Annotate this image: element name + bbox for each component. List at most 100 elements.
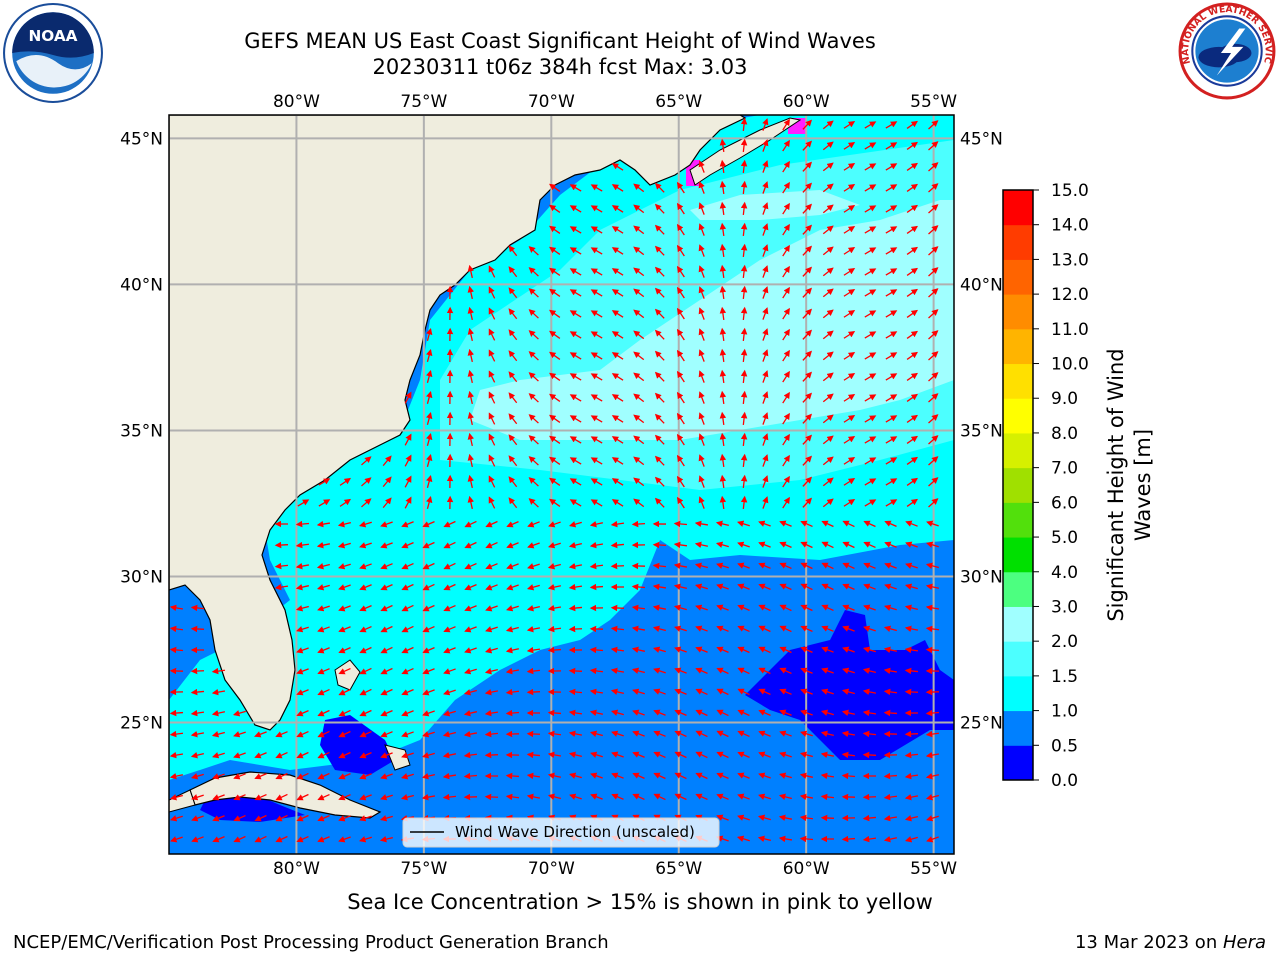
wave-direction-arrow (528, 393, 539, 403)
wave-direction-arrow (547, 751, 562, 759)
wave-direction-arrow (782, 244, 790, 257)
colorbar-tick-label: 6.0 (1051, 493, 1078, 513)
wave-direction-arrow (508, 287, 518, 299)
colorbar-segment (1003, 467, 1033, 503)
wave-direction-arrow (549, 393, 561, 402)
wave-direction-arrow (843, 142, 856, 150)
wave-direction-arrow (568, 688, 583, 696)
wave-direction-arrow (673, 562, 688, 570)
wave-direction-arrow (762, 160, 769, 173)
wave-direction-arrow (800, 688, 813, 695)
wave-direction-arrow (527, 521, 540, 528)
wave-direction-arrow (338, 688, 351, 696)
wave-direction-arrow (316, 541, 331, 549)
wave-direction-arrow (317, 688, 330, 696)
wave-direction-arrow (191, 794, 204, 801)
wave-direction-arrow (822, 351, 834, 361)
wave-direction-arrow (652, 604, 667, 612)
wave-direction-arrow (782, 328, 790, 341)
wave-direction-arrow (295, 605, 309, 612)
wave-direction-arrow (506, 521, 519, 528)
wave-direction-arrow (467, 495, 474, 509)
wave-direction-arrow (549, 351, 561, 360)
wave-direction-arrow (904, 583, 918, 590)
wave-direction-arrow (338, 751, 351, 759)
wave-direction-arrow (928, 393, 939, 403)
colorbar-segment (1003, 606, 1033, 642)
wave-direction-arrow (422, 689, 435, 696)
wave-direction-arrow (467, 369, 474, 383)
wave-direction-arrow (547, 583, 562, 591)
wave-direction-arrow (782, 496, 790, 509)
wave-direction-arrow (359, 625, 372, 633)
colorbar-tick-label: 3.0 (1051, 597, 1078, 617)
wave-direction-arrow (611, 499, 624, 507)
wave-direction-arrow (233, 752, 246, 759)
wave-direction-arrow (904, 793, 919, 801)
wave-direction-arrow (654, 413, 665, 424)
colorbar (1002, 189, 1034, 781)
wave-direction-arrow (610, 688, 624, 695)
wave-direction-arrow (737, 793, 750, 800)
wave-direction-arrow (464, 647, 477, 654)
wave-direction-arrow (422, 668, 435, 675)
wave-direction-arrow (779, 562, 792, 570)
wave-direction-arrow (547, 563, 561, 570)
wave-direction-arrow (740, 222, 748, 237)
wave-direction-arrow (676, 433, 685, 446)
wave-direction-arrow (926, 815, 939, 822)
wave-direction-arrow (928, 267, 939, 277)
wave-direction-arrow (821, 688, 834, 695)
wave-direction-arrow (822, 162, 834, 172)
wave-direction-arrow (589, 730, 603, 737)
wave-direction-arrow (653, 751, 666, 759)
wave-direction-arrow (820, 709, 834, 716)
wave-direction-arrow (716, 583, 729, 590)
wave-direction-arrow (654, 203, 665, 214)
wave-direction-arrow (782, 349, 790, 362)
wave-direction-arrow (589, 541, 604, 549)
wave-direction-arrow (380, 710, 393, 717)
wave-direction-arrow (338, 709, 351, 717)
wave-direction-arrow (652, 562, 667, 570)
wave-direction-arrow (508, 497, 518, 509)
wave-direction-arrow (885, 373, 898, 381)
wave-direction-arrow (526, 751, 541, 759)
wave-direction-arrow (737, 751, 750, 758)
wave-direction-arrow (863, 562, 876, 569)
wave-direction-arrow (633, 225, 645, 235)
wave-direction-arrow (404, 496, 412, 509)
wave-direction-arrow (611, 331, 624, 339)
wave-direction-arrow (463, 772, 478, 780)
wave-direction-arrow (782, 202, 790, 215)
wave-direction-arrow (426, 432, 433, 446)
wave-direction-arrow (467, 285, 474, 299)
wave-direction-arrow (698, 412, 705, 425)
wave-direction-arrow (631, 604, 646, 612)
wave-direction-arrow (443, 668, 456, 675)
wave-direction-arrow (884, 604, 897, 611)
wave-direction-arrow (676, 349, 685, 362)
wave-direction-arrow (526, 625, 541, 633)
wave-direction-arrow (296, 647, 309, 654)
wave-direction-arrow (190, 709, 205, 717)
wave-direction-arrow (674, 625, 687, 632)
wave-direction-arrow (698, 433, 705, 446)
wave-direction-arrow (488, 391, 496, 404)
wave-direction-arrow (762, 496, 769, 509)
colorbar-tick-labels: 0.0 0.5 1.0 1.5 2.0 3.0 4.0 5.0 6.0 7.0 8.0 9.0 10.0… (1033, 181, 1089, 791)
wave-direction-arrow (275, 814, 288, 822)
wave-direction-arrow (758, 646, 771, 654)
wave-direction-arrow (274, 562, 289, 570)
wave-direction-arrow (737, 625, 750, 633)
wave-direction-arrow (633, 183, 645, 193)
wave-direction-arrow (862, 814, 877, 822)
wave-direction-arrow (863, 541, 876, 549)
wave-direction-arrow (443, 626, 456, 633)
wave-direction-arrow (317, 605, 330, 612)
wave-direction-arrow (698, 160, 705, 173)
wave-direction-arrow (740, 180, 748, 195)
wave-direction-arrow (757, 835, 771, 842)
wave-direction-arrow (906, 435, 918, 444)
wave-direction-arrow (654, 455, 665, 466)
